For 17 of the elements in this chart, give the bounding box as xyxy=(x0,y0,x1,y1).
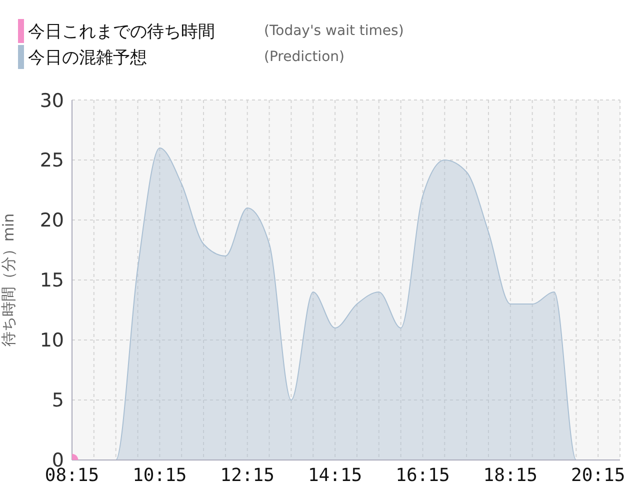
text: (Prediction) xyxy=(264,49,344,65)
y-axis-title: 待ち時間（分）min xyxy=(0,213,18,347)
y-tick-label: 15 xyxy=(40,270,64,292)
x-tick-label: 18:15 xyxy=(483,464,538,486)
y-tick-label: 25 xyxy=(40,150,64,172)
x-tick-label: 14:15 xyxy=(308,464,362,486)
x-tick-label: 20:15 xyxy=(570,464,626,486)
y-tick-label: 20 xyxy=(40,210,64,232)
text: (Today's wait times) xyxy=(264,23,404,39)
x-tick-label: 12:15 xyxy=(220,464,274,486)
x-tick-label: 16:15 xyxy=(396,464,450,486)
x-tick-label: 10:15 xyxy=(132,464,187,486)
legend-label: 今日の混雑予想 xyxy=(28,46,148,68)
legend-label: 今日これまでの待ち時間 xyxy=(28,20,216,42)
y-tick-label: 10 xyxy=(40,330,64,352)
y-tick-label: 5 xyxy=(52,390,64,412)
y-tick-label: 30 xyxy=(40,90,64,112)
